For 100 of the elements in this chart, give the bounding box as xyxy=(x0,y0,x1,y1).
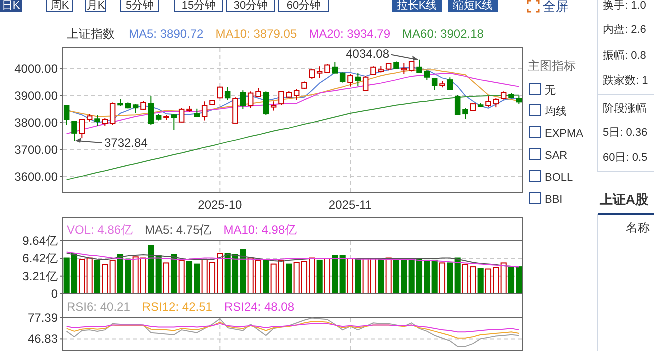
series-label: RSI6: 40.21 xyxy=(67,300,131,314)
bar xyxy=(316,260,323,294)
text: 名称 xyxy=(626,221,650,235)
bar xyxy=(432,260,438,294)
bar xyxy=(478,268,484,294)
candlestick xyxy=(401,62,408,75)
series-label: RSI12: 42.51 xyxy=(142,300,213,314)
candlestick xyxy=(94,114,100,127)
candlestick xyxy=(248,91,254,109)
candlestick xyxy=(110,102,116,126)
line-series xyxy=(66,72,520,134)
bar xyxy=(178,260,185,294)
y-tick-label: 3600.00 xyxy=(14,170,58,184)
candlestick xyxy=(462,108,468,120)
text: MA10: 3879.05 xyxy=(216,27,298,41)
text: 振幅: 0.8 xyxy=(603,50,646,62)
candlestick xyxy=(72,120,78,142)
y-tick-label: 4000.00 xyxy=(14,62,58,76)
text: 5分钟 xyxy=(126,0,154,12)
candlestick xyxy=(270,101,277,112)
y-tick-label: 3800.00 xyxy=(14,116,58,130)
chart-title: 上证指数 xyxy=(67,27,115,41)
x-tick-label: 2025-10 xyxy=(198,198,243,212)
text: MA5: 3890.72 xyxy=(129,27,204,41)
text: 主图指标 xyxy=(528,59,576,73)
y-tick-label: 3900.00 xyxy=(14,88,58,103)
candlestick xyxy=(178,108,185,124)
candlestick xyxy=(202,101,208,122)
text: BBI xyxy=(545,194,563,206)
candlestick xyxy=(132,104,139,114)
series-label: MA5: 4.75亿 xyxy=(145,223,212,237)
candlestick xyxy=(79,118,86,140)
candlestick xyxy=(263,91,270,116)
candlestick xyxy=(486,95,492,108)
series-label: VOL: 4.86亿 xyxy=(67,223,134,237)
bar xyxy=(286,264,292,294)
text: MA60: 3902.18 xyxy=(402,27,484,41)
bar xyxy=(171,254,178,294)
text: 周K xyxy=(50,0,70,12)
candlestick xyxy=(454,94,461,116)
y-tick-label: 9.64亿 xyxy=(22,234,58,248)
line-series xyxy=(66,318,520,348)
candlestick xyxy=(355,72,362,86)
bar xyxy=(378,258,384,294)
text: 60日: 0.5 xyxy=(603,152,648,164)
text: 跌家数: 1 xyxy=(603,74,648,87)
candlestick xyxy=(278,90,284,106)
x-tick-label: 2025-11 xyxy=(328,198,372,212)
bar xyxy=(263,259,270,294)
text: EXPMA xyxy=(545,128,584,140)
text: BOLL xyxy=(545,172,574,184)
candlestick xyxy=(408,60,415,72)
text: 缩短K线 xyxy=(452,0,494,12)
candlestick xyxy=(416,59,422,74)
y-tick-label: 0 xyxy=(51,287,58,301)
candlestick xyxy=(171,114,178,131)
bar xyxy=(156,256,162,294)
bar xyxy=(110,260,116,294)
text: 日K xyxy=(2,0,21,12)
line-series xyxy=(66,321,520,339)
candlestick xyxy=(140,100,146,111)
bar xyxy=(386,258,392,294)
text: MA20: 3934.79 xyxy=(309,27,391,41)
bar xyxy=(79,259,86,294)
bar xyxy=(355,258,362,294)
candlestick xyxy=(493,98,500,108)
bar xyxy=(447,262,454,294)
text: 无 xyxy=(545,85,556,97)
candlestick xyxy=(224,86,231,101)
text: 15分钟 xyxy=(182,0,216,12)
candlestick xyxy=(362,76,369,92)
text: 均线 xyxy=(544,105,567,118)
bar xyxy=(148,245,154,294)
candlestick xyxy=(332,62,338,74)
bar xyxy=(500,262,507,294)
y-tick-label: 3700.00 xyxy=(14,142,58,157)
text: 换手: 1.0 xyxy=(603,0,646,12)
candlestick xyxy=(148,95,154,126)
candlestick xyxy=(424,70,430,81)
bar xyxy=(163,262,170,294)
text: 拉长K线 xyxy=(396,0,438,12)
annotation: 3732.84 xyxy=(104,136,148,150)
candlestick xyxy=(316,66,323,79)
candlestick xyxy=(447,77,454,91)
series-label: MA10: 4.98亿 xyxy=(224,223,298,237)
text: SAR xyxy=(545,150,568,162)
y-tick-label: 3.21亿 xyxy=(22,269,58,284)
annotation: 4034.08 xyxy=(346,46,390,61)
candlestick xyxy=(348,74,354,88)
line-series xyxy=(66,323,520,333)
text: 月K xyxy=(86,0,106,12)
text: 上证A股 xyxy=(599,192,650,207)
bar xyxy=(102,264,108,294)
text: 全屏 xyxy=(543,0,569,14)
y-tick-label: 77.39 xyxy=(28,311,58,325)
bar xyxy=(340,255,346,294)
text: 60分钟 xyxy=(286,0,322,12)
y-tick-label: 46.83 xyxy=(28,332,58,346)
candlestick xyxy=(240,90,246,110)
text: 阶段涨幅 xyxy=(603,103,647,115)
